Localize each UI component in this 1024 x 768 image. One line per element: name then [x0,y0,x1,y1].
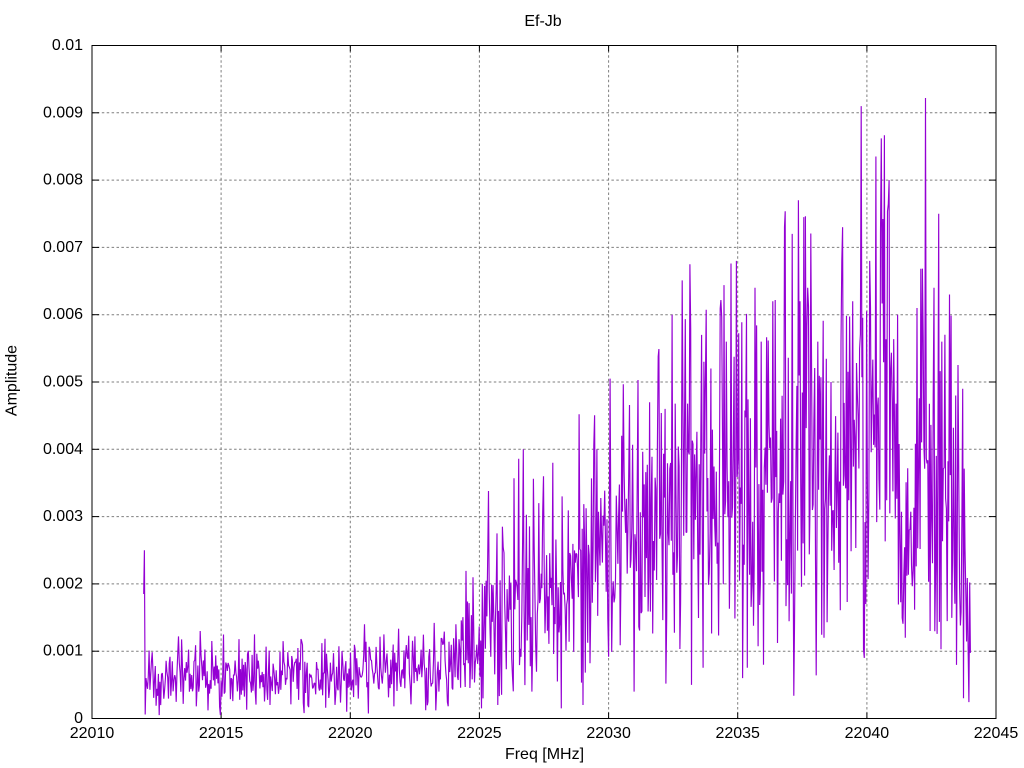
svg-text:0.002: 0.002 [43,575,83,592]
svg-text:Amplitude: Amplitude [4,345,21,416]
svg-text:22020: 22020 [328,725,373,742]
svg-text:22015: 22015 [199,725,244,742]
svg-text:0: 0 [74,710,83,727]
svg-text:0.005: 0.005 [43,374,83,391]
svg-text:Freq [MHz]: Freq [MHz] [505,746,584,763]
svg-text:0.008: 0.008 [43,172,83,189]
svg-text:22030: 22030 [586,725,631,742]
svg-text:0.003: 0.003 [43,508,83,525]
svg-text:22040: 22040 [845,725,890,742]
svg-text:Ef-Jb: Ef-Jb [524,13,561,30]
svg-text:0.006: 0.006 [43,306,83,323]
svg-text:0.007: 0.007 [43,239,83,256]
svg-text:22035: 22035 [715,725,760,742]
svg-text:22045: 22045 [974,725,1019,742]
svg-text:0.001: 0.001 [43,643,83,660]
svg-text:0.009: 0.009 [43,104,83,121]
svg-text:0.004: 0.004 [43,441,83,458]
svg-text:0.01: 0.01 [52,37,83,54]
svg-text:22010: 22010 [70,725,115,742]
svg-text:22025: 22025 [457,725,502,742]
